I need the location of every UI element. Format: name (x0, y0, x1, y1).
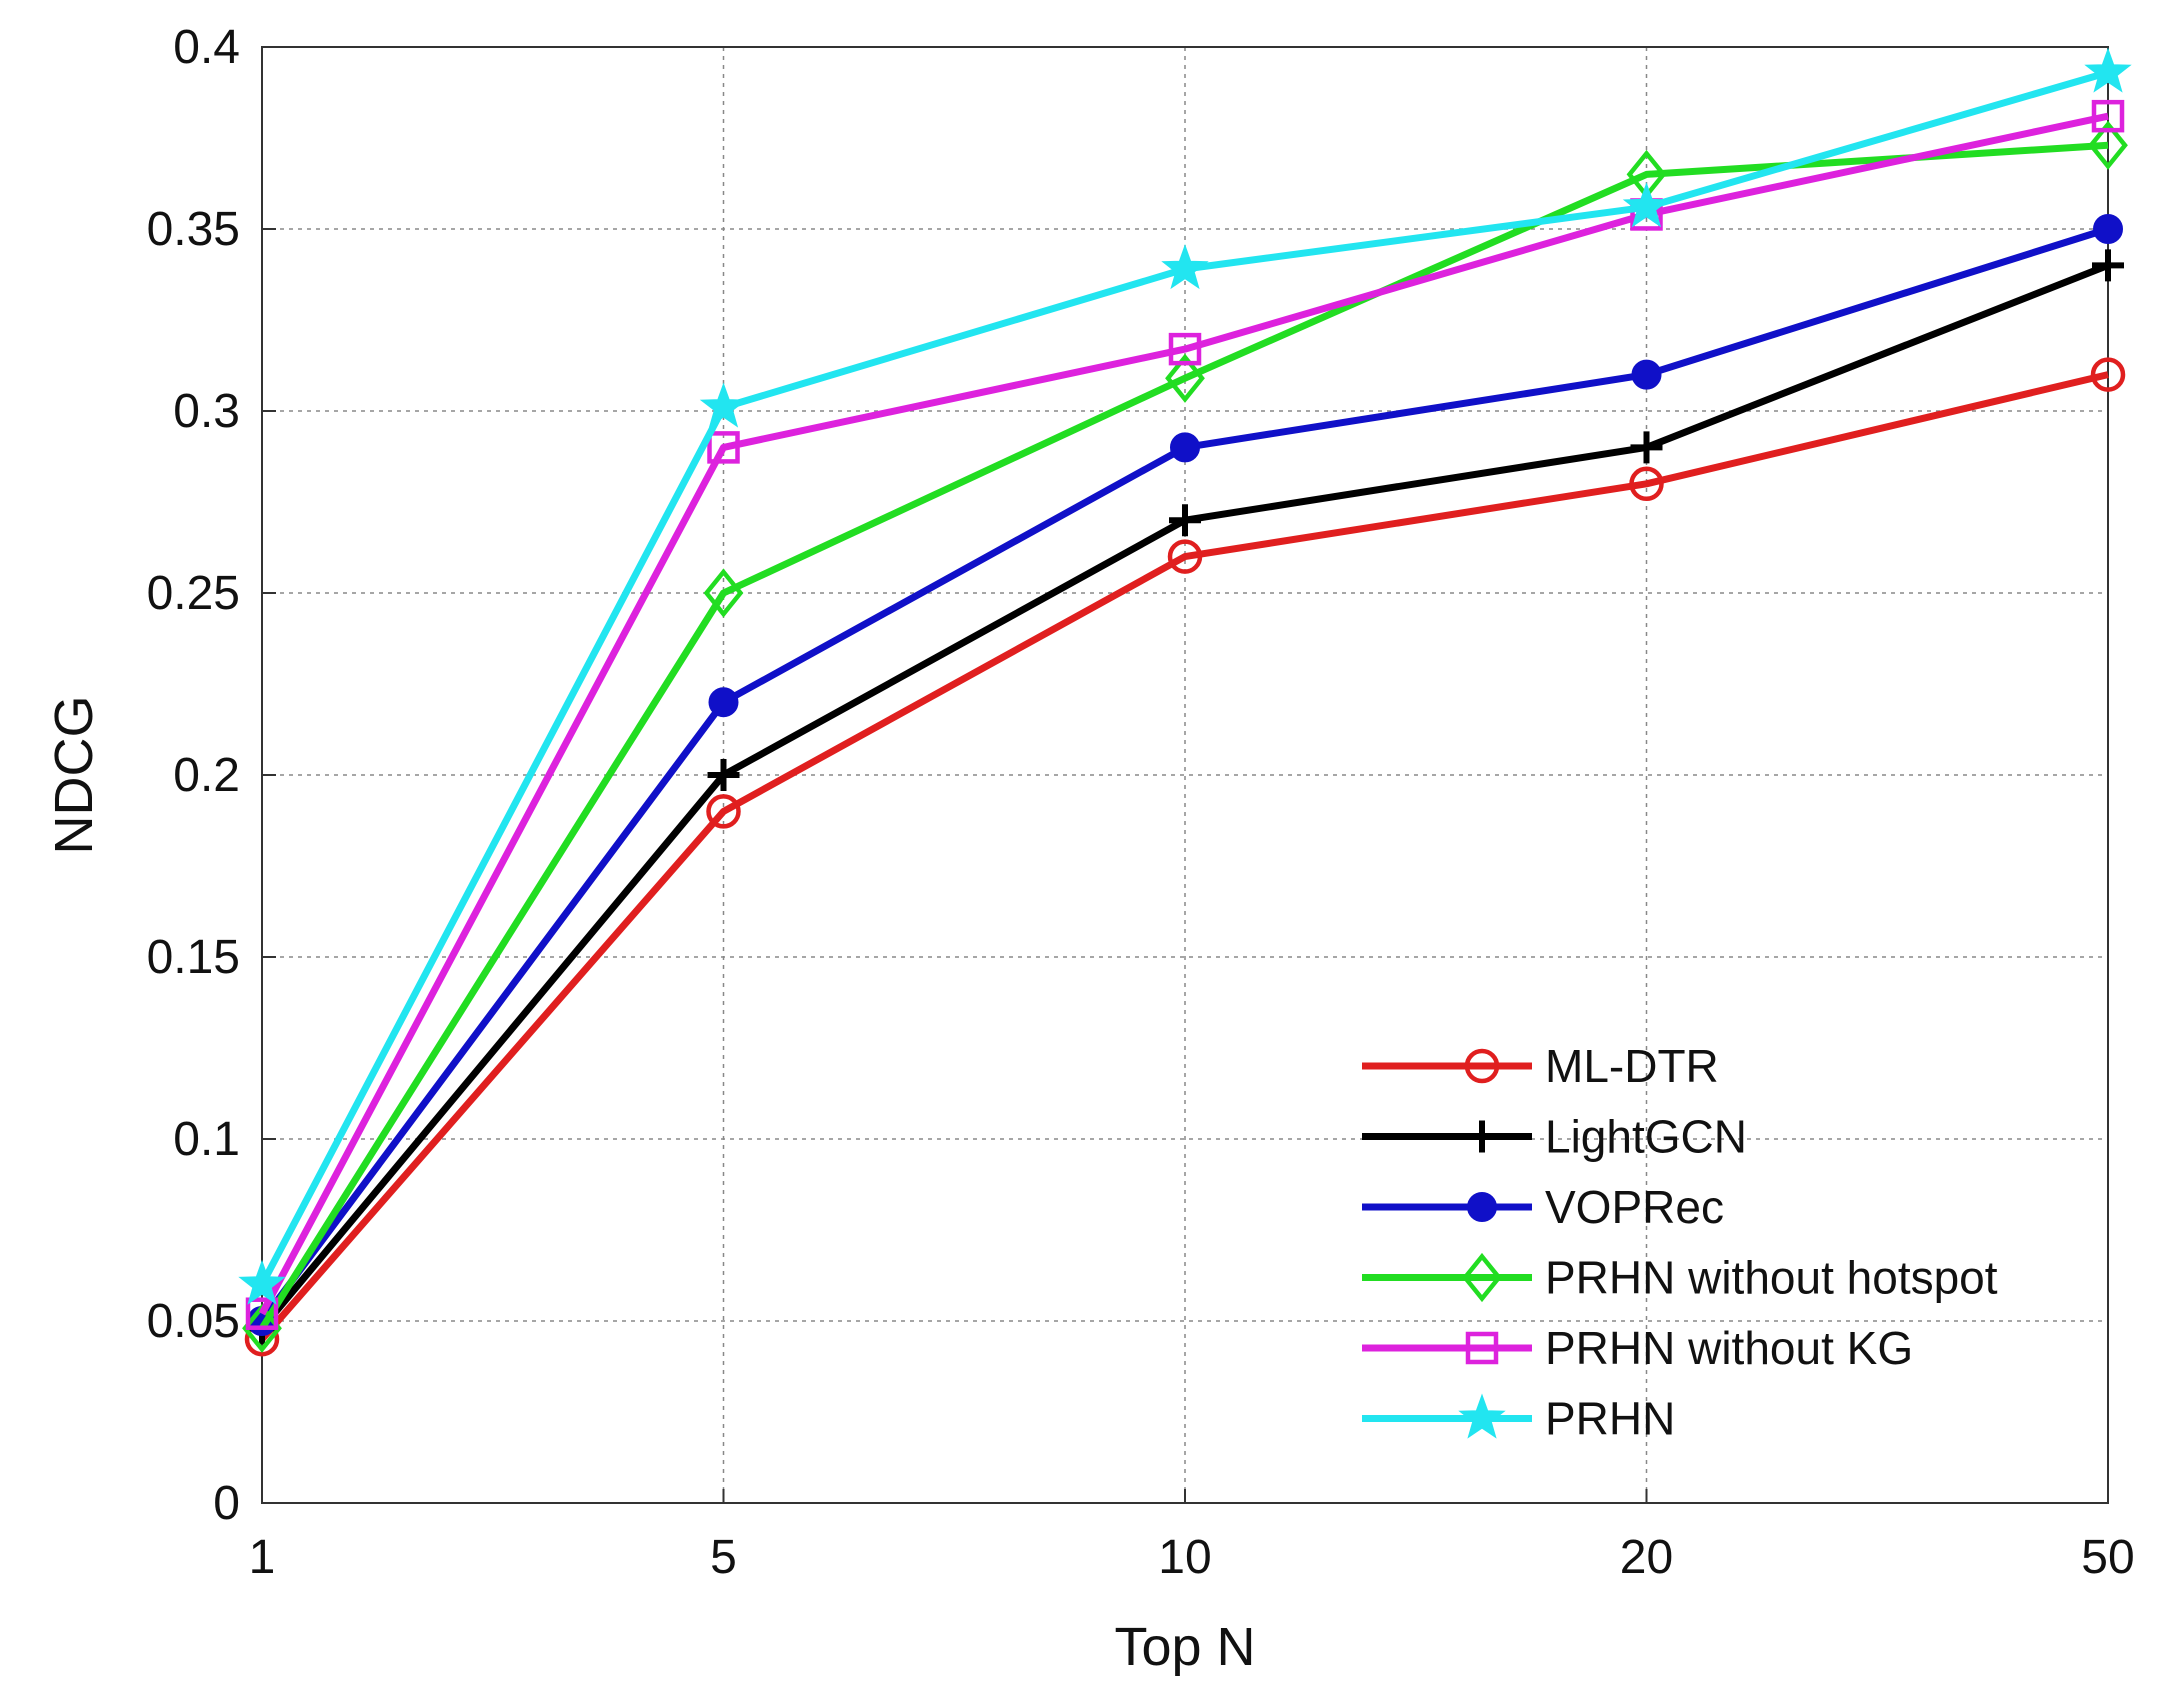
plus-marker (1169, 504, 1201, 537)
series-line (258, 112, 2109, 1316)
data-point (2092, 249, 2124, 282)
plus-marker (1466, 1120, 1498, 1153)
y-tick-label: 0.35 (147, 203, 240, 256)
data-point (2093, 214, 2123, 244)
series-lightgcn (246, 249, 2124, 1345)
legend-label: PRHN without KG (1545, 1322, 1913, 1374)
legend-label: PRHN (1545, 1393, 1675, 1445)
star-marker (2084, 47, 2132, 93)
legend-label: VOPRec (1545, 1181, 1724, 1233)
dot-marker (2093, 214, 2123, 244)
star-marker (699, 382, 748, 428)
circle-marker (1167, 539, 1203, 574)
star-marker (1161, 244, 1209, 290)
star-marker (238, 1259, 286, 1305)
legend-item: PRHN without hotspot (1362, 1252, 1998, 1304)
axis-ticks: 1 5 10 20 50 0 0.05 0.1 0.15 0.2 0.25 0.3 0.35 0.4 (147, 21, 2135, 1584)
data-point (1631, 359, 1662, 390)
y-tick-label: 0.1 (173, 1113, 240, 1166)
data-point (1165, 353, 1205, 403)
y-axis-title: NDCG (44, 696, 104, 855)
series-voprec (247, 214, 2123, 1336)
data-point (1170, 432, 1200, 463)
data-point (2084, 47, 2132, 93)
x-tick-label: 1 (249, 1531, 276, 1584)
legend-item: PRHN without KG (1362, 1322, 1913, 1374)
dot-marker (1170, 432, 1200, 463)
dot-marker (708, 687, 739, 718)
data-point (242, 1303, 282, 1353)
circle-marker (2090, 357, 2126, 392)
circle-marker (1629, 466, 1664, 502)
data-point (2090, 357, 2126, 392)
data-point (707, 431, 740, 464)
legend-item: ML-DTR (1362, 1040, 1719, 1092)
diamond-marker (2088, 120, 2128, 170)
y-tick-label: 0.05 (147, 1295, 240, 1348)
diamond-marker (1165, 353, 1205, 403)
data-point (2091, 99, 2125, 133)
x-tick-label: 5 (710, 1531, 737, 1584)
data-point (703, 568, 744, 618)
data-point (2088, 120, 2128, 170)
legend-item: PRHN (1362, 1393, 1675, 1445)
x-tick-label: 20 (1620, 1531, 1673, 1584)
star-marker (1458, 1393, 1506, 1439)
data-point (1168, 332, 1202, 366)
legend-label: PRHN without hotspot (1545, 1252, 1998, 1304)
legend-item: VOPRec (1362, 1181, 1724, 1233)
square-marker (1465, 1331, 1499, 1365)
square-marker (2091, 99, 2125, 133)
plus-marker (1630, 431, 1663, 464)
data-point (1167, 539, 1203, 574)
y-tick-label: 0.15 (147, 931, 240, 984)
data-point (699, 382, 748, 428)
circle-marker (706, 794, 741, 829)
series-prhn (238, 47, 2132, 1305)
y-tick-label: 0.3 (173, 385, 240, 438)
data-point (707, 759, 740, 791)
plus-marker (2092, 249, 2124, 282)
data-point (238, 1259, 286, 1305)
series-line (259, 371, 2109, 1342)
y-tick-label: 0.25 (147, 567, 240, 620)
data-point (245, 1297, 279, 1330)
dot-marker (1467, 1192, 1497, 1222)
series-layer (238, 47, 2132, 1357)
square-marker (707, 431, 740, 464)
y-tick-label: 0.4 (173, 21, 240, 74)
legend: ML-DTR LightGCN VOPRec PRHN without hotspot… (1362, 1040, 1998, 1445)
data-point (1629, 466, 1664, 502)
data-point (708, 687, 739, 718)
square-marker (245, 1297, 279, 1330)
x-axis-title: Top N (1114, 1617, 1255, 1677)
star-marker (1622, 182, 1671, 228)
data-point (706, 794, 741, 829)
diamond-marker (1462, 1252, 1502, 1303)
y-tick-label: 0.2 (173, 749, 240, 802)
legend-label: LightGCN (1545, 1111, 1747, 1163)
diamond-marker (242, 1303, 282, 1353)
diamond-marker (703, 568, 744, 618)
data-point (1161, 244, 1209, 290)
square-marker (1168, 332, 1202, 366)
x-tick-label: 10 (1158, 1531, 1211, 1584)
data-point (1169, 504, 1201, 537)
dot-marker (1631, 359, 1662, 390)
data-point (1630, 431, 1663, 464)
legend-item: LightGCN (1362, 1111, 1747, 1163)
plus-marker (707, 759, 740, 791)
data-point (1622, 182, 1671, 228)
x-tick-label: 50 (2081, 1531, 2134, 1584)
y-tick-label: 0 (213, 1477, 240, 1530)
series-ml-dtr (244, 357, 2126, 1357)
circle-marker (1464, 1048, 1500, 1084)
legend-label: ML-DTR (1545, 1040, 1719, 1092)
